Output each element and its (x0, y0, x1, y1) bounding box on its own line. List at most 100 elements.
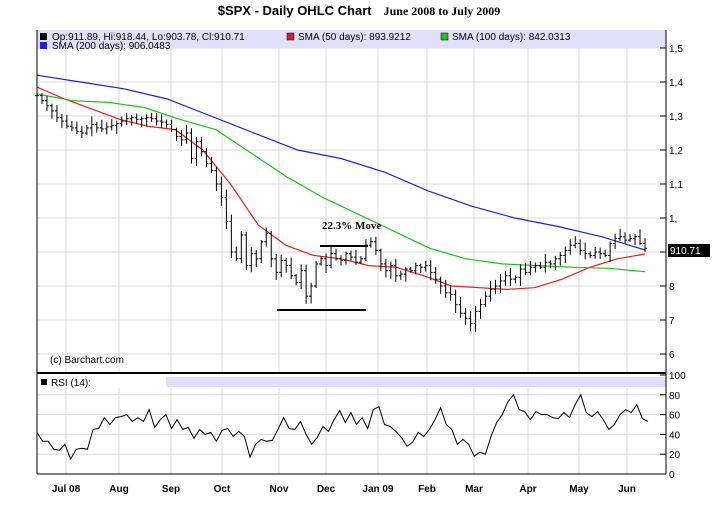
rsi-tick-label: 40 (669, 430, 681, 441)
ohlc-bar (378, 248, 383, 271)
ohlc-bar (548, 260, 553, 269)
ohlc-bar (114, 120, 119, 134)
ohlc-bar (44, 95, 49, 111)
ohlc-bar (418, 263, 423, 274)
ohlc-bar (518, 264, 523, 286)
sma200-legend-swatch (40, 42, 47, 49)
x-tick-label: May (569, 484, 589, 495)
ohlc-bar (324, 253, 329, 273)
ohlc-bar (588, 251, 593, 259)
ohlc-bar (224, 189, 229, 229)
ohlc-bar (264, 227, 269, 247)
sma100-legend: SMA (100 days): 842.0313 (452, 32, 571, 43)
ohlc-bar (383, 259, 388, 278)
ohlc-bar (603, 249, 608, 258)
price-tick-label: 8 (669, 282, 675, 293)
rsi-line (36, 393, 649, 461)
ohlc-bar (184, 124, 189, 144)
price-tick-label: 7 (669, 316, 675, 327)
move-annotation: 22.3% Move (322, 220, 381, 232)
ohlc-bar (54, 105, 59, 123)
x-tick-label: Jun (618, 484, 636, 495)
ohlc-bar (284, 257, 289, 273)
ohlc-bar (458, 296, 463, 318)
ohlc-bar (159, 114, 164, 129)
ohlc-bar (84, 125, 89, 136)
ohlc-bar (314, 261, 319, 288)
rsi-legend-band (37, 377, 666, 387)
ohlc-legend: Op:911.89, Hi:918.44, Lo:903.78, Cl:910.… (52, 32, 245, 43)
price-tick-label: 1,2 (669, 146, 683, 157)
ohlc-bar (94, 121, 99, 133)
x-tick-label: Aug (109, 484, 128, 495)
ohlc-bar (398, 270, 403, 280)
ohlc-bar (144, 114, 149, 127)
ohlc-bar (633, 234, 638, 246)
ohlc-bar (219, 176, 224, 206)
ohlc-bar (164, 119, 169, 128)
ohlc-bar (174, 127, 179, 141)
copyright: (c) Barchart.com (50, 355, 124, 366)
ohlc-bar (593, 247, 598, 259)
ohlc-bar (149, 112, 154, 123)
price-tick-label: 1,3 (669, 112, 683, 123)
rsi-legend-bg (37, 377, 166, 387)
ohlc-bar (493, 279, 498, 294)
ohlc-bar (274, 253, 279, 281)
ohlc-bar (254, 250, 259, 268)
ohlc-bar (124, 113, 129, 126)
ohlc-bar (109, 119, 114, 131)
sma200-line (36, 74, 646, 251)
ohlc-bar (368, 237, 373, 248)
ohlc-bar (503, 270, 508, 286)
ohlc-bar (304, 264, 309, 304)
ohlc-bar (348, 250, 353, 261)
ohlc-bar (358, 255, 363, 264)
rsi-legend: RSI (14): (51, 378, 91, 389)
ohlc-bar (214, 166, 219, 191)
ohlc-bar (279, 254, 284, 278)
ohlc-bar (533, 262, 538, 273)
x-tick-label: Mar (465, 484, 483, 495)
ohlc-bar (568, 239, 573, 255)
ohlc-bar (428, 260, 433, 281)
x-tick-label: Jan 09 (362, 484, 394, 495)
ohlc-bar (623, 232, 628, 244)
ohlc-bar (169, 119, 174, 132)
ohlc-bar (403, 266, 408, 282)
ohlc-bar (239, 231, 244, 263)
chart-title-main: $SPX - Daily OHLC Chart (217, 3, 372, 18)
ohlc-bar (309, 282, 314, 304)
ohlc-bar (573, 236, 578, 249)
ohlc-bar (129, 114, 134, 126)
ohlc-bar (189, 128, 194, 164)
sma200-legend: SMA (200 days): 906.0483 (52, 41, 171, 52)
ohlc-bar (423, 260, 428, 272)
ohlc-bar (498, 274, 503, 294)
ohlc-bar (119, 116, 124, 127)
ohlc-bar (528, 260, 533, 276)
ohlc-bar (463, 308, 468, 325)
rsi-legend-swatch (41, 379, 47, 385)
ohlc-bar (628, 234, 633, 243)
ohlc-bar (259, 240, 264, 263)
ohlc-bar (473, 306, 478, 332)
rsi-tick-label: 20 (669, 450, 681, 461)
price-tick-label: 1,4 (669, 78, 683, 89)
x-tick-label: Oct (214, 484, 231, 495)
ohlc-bar (488, 281, 493, 302)
ohlc-bar (154, 112, 159, 126)
x-tick-label: Apr (519, 484, 536, 495)
ohlc-bar (199, 136, 204, 157)
ohlc-bar (329, 246, 334, 269)
ohlc-bar (553, 255, 558, 271)
ohlc-bar (363, 239, 368, 262)
ohlc-bar (598, 247, 603, 259)
ohlc-bar (373, 236, 378, 255)
ohlc-bar (229, 214, 234, 259)
ohlc-bar (104, 122, 109, 135)
ohlc-bar (74, 121, 79, 135)
ohlc-bar (443, 279, 448, 298)
x-tick-label: Dec (317, 484, 336, 495)
